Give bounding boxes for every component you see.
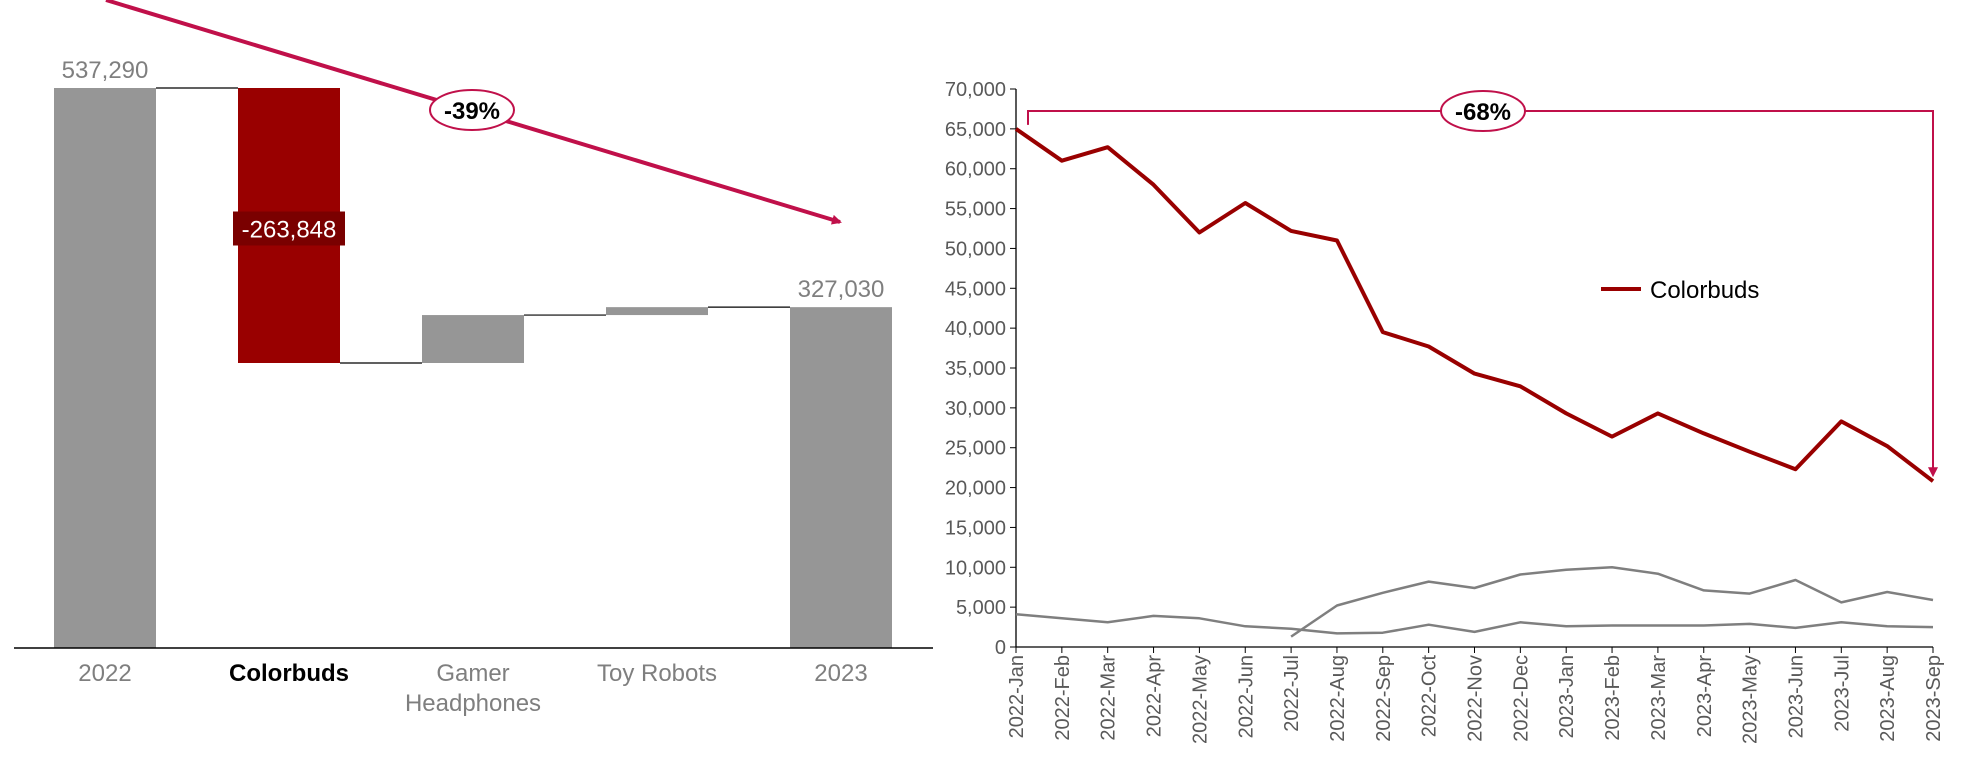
change-annotation-bubble xyxy=(429,89,515,131)
category-label: 2023 xyxy=(814,660,867,687)
category-label: Toy Robots xyxy=(597,660,717,687)
y-tick-label: 5,000 xyxy=(956,597,1006,619)
x-tick-label: 2023-Jul xyxy=(1831,655,1853,732)
value-label-2022: 537,290 xyxy=(62,57,149,84)
bar-2023 xyxy=(790,307,892,648)
category-label: Gamer xyxy=(436,660,509,687)
x-tick-label: 2023-Mar xyxy=(1648,655,1670,741)
y-tick-label: 20,000 xyxy=(945,478,1006,500)
x-tick-label: 2023-Jun xyxy=(1785,655,1807,738)
bar-2022 xyxy=(54,88,156,648)
change-annotation-bubble xyxy=(1440,90,1526,132)
value-label-box-colorbuds xyxy=(233,211,345,246)
x-tick-label: 2022-Jul xyxy=(1281,655,1303,732)
x-tick-label: 2023-May xyxy=(1740,655,1762,744)
x-tick-label: 2023-Aug xyxy=(1877,655,1899,742)
y-tick-label: 30,000 xyxy=(945,398,1006,420)
x-tick-label: 2022-Aug xyxy=(1327,655,1349,742)
bar-gamer-headphones xyxy=(422,315,524,364)
x-tick-label: 2022-Dec xyxy=(1510,655,1532,742)
value-label-colorbuds: -263,848 xyxy=(242,217,337,244)
bar-toy-robots xyxy=(606,307,708,316)
x-tick-label: 2022-Apr xyxy=(1144,655,1166,738)
y-tick-label: 10,000 xyxy=(945,557,1006,579)
change-annotation-label: -39% xyxy=(444,98,500,125)
value-label-2023: 327,030 xyxy=(798,276,885,303)
y-tick-label: 35,000 xyxy=(945,358,1006,380)
y-tick-label: 0 xyxy=(995,637,1006,659)
category-label: Colorbuds xyxy=(229,660,349,687)
y-tick-label: 40,000 xyxy=(945,318,1006,340)
y-tick-label: 65,000 xyxy=(945,119,1006,141)
x-tick-label: 2023-Sep xyxy=(1923,655,1945,742)
x-tick-label: 2022-Jun xyxy=(1235,655,1257,738)
x-tick-label: 2022-Sep xyxy=(1373,655,1395,742)
series-line-colorbuds xyxy=(1014,127,1935,483)
x-tick-label: 2022-Feb xyxy=(1052,655,1074,741)
line-chart: 0 5,000 10,000 15,000 20,000 25,000 30,000 35,0… xyxy=(945,79,1945,744)
category-label: Headphones xyxy=(405,690,541,717)
series-line-gray-2 xyxy=(1290,566,1934,638)
x-tick-label: 2022-Jan xyxy=(1006,655,1028,738)
x-tick-label: 2023-Jan xyxy=(1556,655,1578,738)
y-tick-label: 60,000 xyxy=(945,159,1006,181)
waterfall-chart: 537,290 327,030 -263,848 2022 Colorbuds Gamer… xyxy=(14,0,933,717)
y-tick-label: 25,000 xyxy=(945,438,1006,460)
y-tick-label: 55,000 xyxy=(945,199,1006,221)
y-tick-label: 50,000 xyxy=(945,238,1006,260)
x-tick-label: 2022-May xyxy=(1189,655,1211,744)
x-tick-label: 2022-Oct xyxy=(1419,655,1441,738)
x-tick-label: 2023-Apr xyxy=(1694,655,1716,738)
legend-label-colorbuds: Colorbuds xyxy=(1650,277,1759,304)
x-tick-label: 2022-Mar xyxy=(1098,655,1120,741)
y-tick-label: 45,000 xyxy=(945,278,1006,300)
change-annotation-label: -68% xyxy=(1455,99,1511,126)
category-label: 2022 xyxy=(78,660,131,687)
x-tick-label: 2022-Nov xyxy=(1465,655,1487,742)
y-tick-label: 15,000 xyxy=(945,517,1006,539)
y-tick-label: 70,000 xyxy=(945,79,1006,101)
change-bracket-arrow xyxy=(1027,110,1938,478)
series-line-gray-1 xyxy=(1015,613,1934,635)
x-tick-label: 2023-Feb xyxy=(1602,655,1624,741)
